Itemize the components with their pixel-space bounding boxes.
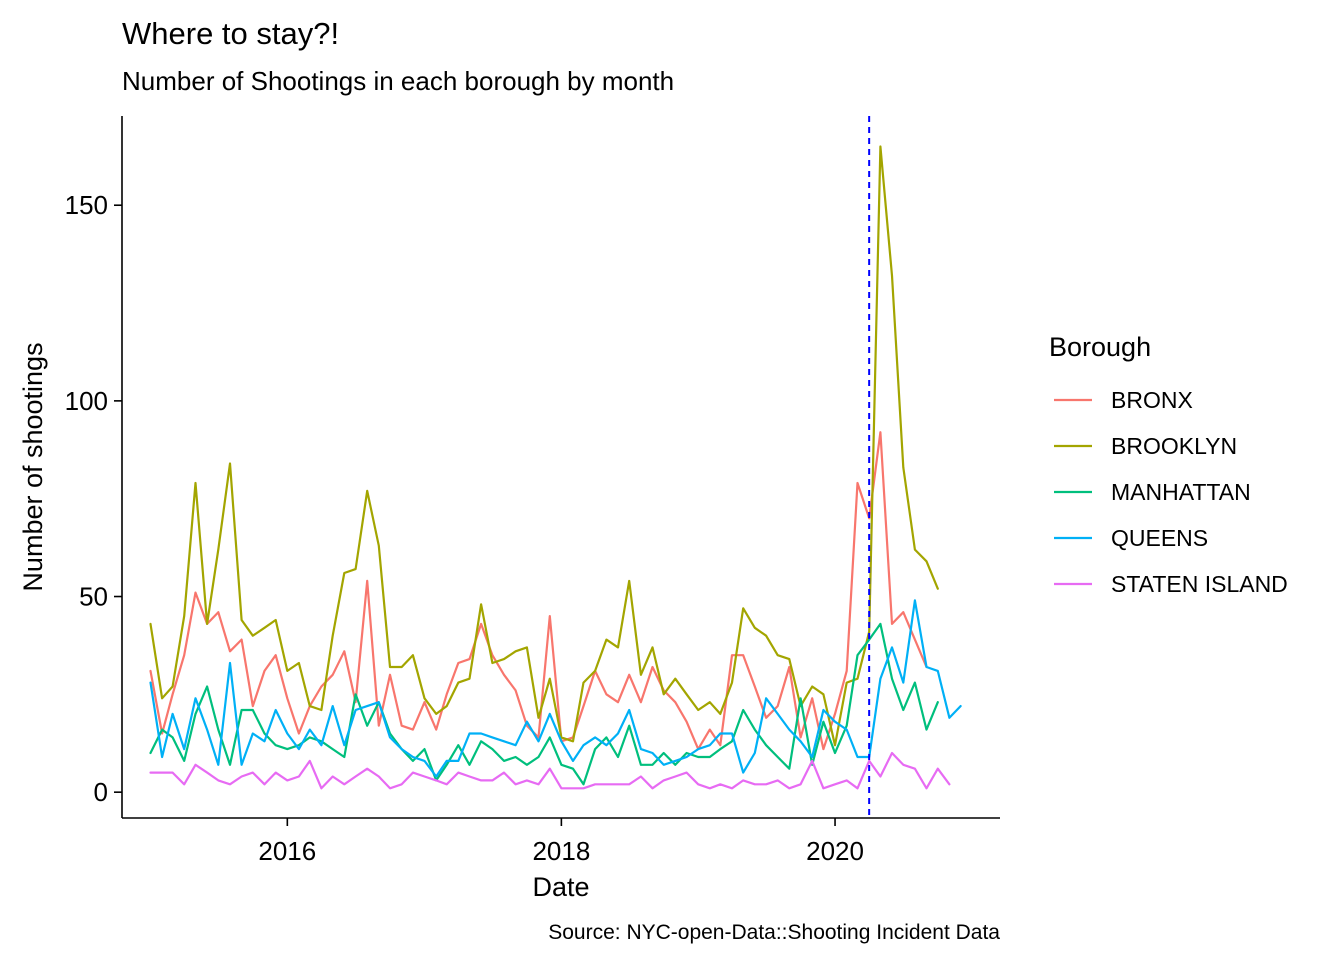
legend-label-staten-island: STATEN ISLAND	[1111, 571, 1288, 597]
y-tick-label: 50	[79, 582, 108, 612]
series-line-queens	[149, 599, 962, 778]
series-line-bronx	[149, 431, 928, 751]
series-line-manhattan	[149, 622, 939, 786]
legend-items: BRONX BROOKLYN MANHATTAN QUEENS STATEN ISLAN…	[1054, 387, 1288, 597]
legend-title: Borough	[1049, 332, 1151, 362]
legend-label-bronx: BRONX	[1111, 387, 1193, 413]
series-layer	[149, 145, 962, 790]
legend-label-queens: QUEENS	[1111, 525, 1208, 551]
chart-caption: Source: NYC-open-Data::Shooting Incident…	[548, 921, 1000, 944]
legend-label-brooklyn: BROOKLYN	[1111, 433, 1237, 459]
y-axis-title: Number of shootings	[18, 342, 48, 591]
chart-title: Where to stay?!	[122, 16, 339, 51]
x-ticks: 2016 2018 2020	[258, 818, 864, 866]
y-tick-label: 0	[94, 777, 108, 807]
x-tick-label: 2018	[532, 836, 590, 866]
chart-subtitle: Number of Shootings in each borough by m…	[122, 66, 674, 96]
legend-label-manhattan: MANHATTAN	[1111, 479, 1251, 505]
y-tick-label: 150	[65, 190, 108, 220]
legend: Borough BRONX BROOKLYN MANHATTAN QUEENS STAT…	[1049, 332, 1288, 597]
series-line-brooklyn	[149, 145, 939, 747]
series-line-staten-island	[149, 751, 951, 790]
x-tick-label: 2016	[258, 836, 316, 866]
y-ticks: 0 50 100 150	[65, 190, 122, 807]
x-axis-title: Date	[532, 872, 589, 902]
y-tick-label: 100	[65, 386, 108, 416]
x-tick-label: 2020	[806, 836, 864, 866]
